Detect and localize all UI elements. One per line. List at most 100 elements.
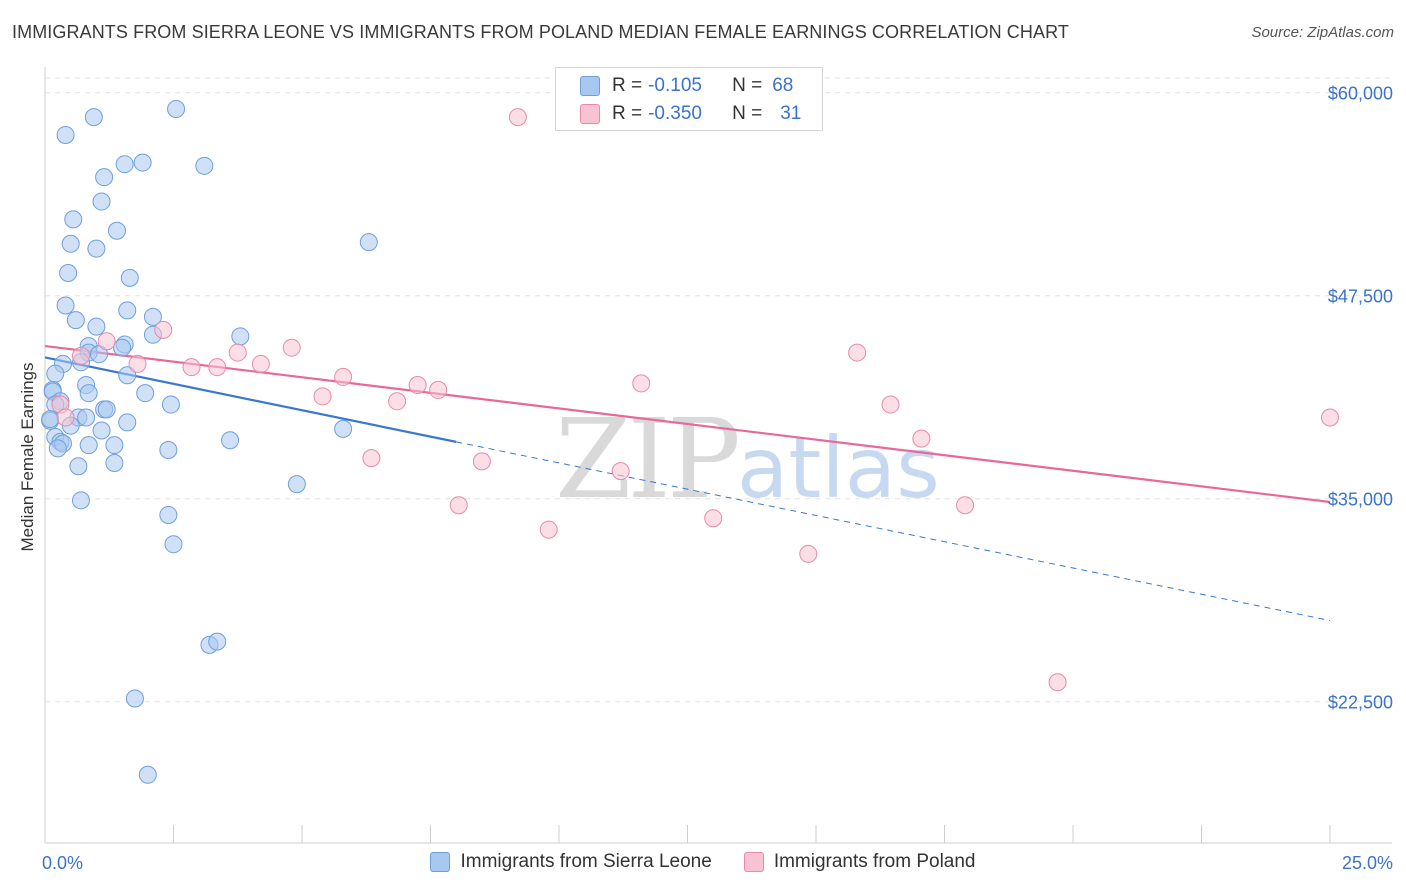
y-tick-label: $60,000: [1328, 84, 1393, 104]
r-label: R =: [612, 75, 643, 96]
legend-swatch-sierra-leone: [430, 852, 451, 872]
point-sierra-leone: [92, 192, 111, 211]
point-sierra-leone: [92, 421, 111, 440]
data-points: [41, 99, 1339, 784]
point-sierra-leone: [208, 632, 227, 651]
point-sierra-leone: [84, 108, 103, 127]
point-sierra-leone: [56, 125, 75, 144]
r-label: R =: [612, 103, 643, 124]
y-tick-label: $35,000: [1328, 490, 1393, 510]
point-sierra-leone: [48, 439, 67, 458]
point-poland: [408, 376, 427, 395]
point-poland: [154, 320, 173, 339]
point-sierra-leone: [87, 239, 106, 258]
axes: [44, 67, 1392, 844]
point-poland: [228, 343, 247, 362]
point-sierra-leone: [125, 689, 144, 708]
point-poland: [881, 395, 900, 414]
trend-line-poland: [44, 344, 1331, 504]
point-sierra-leone: [159, 505, 178, 524]
point-poland: [182, 358, 201, 377]
point-poland: [848, 343, 867, 362]
point-sierra-leone: [115, 155, 134, 174]
point-sierra-leone: [97, 400, 116, 419]
point-poland: [282, 338, 301, 357]
point-sierra-leone: [46, 364, 65, 383]
legend-item-poland[interactable]: Immigrants from Poland: [743, 851, 976, 873]
point-sierra-leone: [95, 168, 114, 187]
point-sierra-leone: [133, 153, 152, 172]
point-sierra-leone: [107, 221, 126, 240]
point-sierra-leone: [118, 301, 137, 320]
point-sierra-leone: [118, 366, 137, 385]
point-poland: [429, 380, 448, 399]
point-sierra-leone: [138, 765, 157, 784]
legend-item-sierra-leone[interactable]: Immigrants from Sierra Leone: [430, 851, 712, 873]
point-sierra-leone: [161, 395, 180, 414]
point-poland: [71, 346, 90, 365]
point-poland: [388, 392, 407, 411]
point-sierra-leone: [79, 436, 98, 455]
point-poland: [208, 358, 227, 377]
point-poland: [97, 332, 116, 351]
stats-legend-row-poland: R = -0.350 N = 31: [556, 100, 801, 128]
source-label: Source: ZipAtlas.com: [1251, 24, 1394, 41]
point-poland: [472, 452, 491, 471]
chart-title: IMMIGRANTS FROM SIERRA LEONE VS IMMIGRAN…: [12, 22, 1069, 42]
point-sierra-leone: [66, 311, 85, 330]
point-sierra-leone: [136, 384, 155, 403]
point-poland: [912, 429, 931, 448]
point-sierra-leone: [231, 327, 250, 346]
legend-swatch-poland: [743, 852, 764, 872]
legend-label-sierra-leone: Immigrants from Sierra Leone: [460, 851, 712, 872]
r-value: -0.350: [648, 103, 702, 124]
point-poland: [128, 354, 147, 373]
grid-lines: [45, 77, 1392, 703]
point-sierra-leone: [113, 338, 132, 357]
trend-line-sierra-leone: [44, 356, 457, 443]
point-sierra-leone: [56, 296, 75, 315]
legend-swatch-sierra-leone: [580, 76, 600, 96]
x-tick-label-min: 0.0%: [42, 853, 83, 873]
point-poland: [362, 449, 381, 468]
y-tick-label: $22,500: [1328, 693, 1393, 713]
n-label: N =: [732, 75, 763, 96]
point-sierra-leone: [120, 268, 139, 287]
watermark-zip: ZIP: [555, 395, 741, 523]
series-legend: Immigrants from Sierra Leone Immigrants …: [0, 851, 1406, 873]
stats-legend: R = -0.105 N = 68 R = -0.350 N = 31: [555, 67, 823, 131]
point-poland: [508, 108, 527, 127]
point-sierra-leone: [105, 436, 124, 455]
point-sierra-leone: [105, 453, 124, 472]
point-poland: [56, 408, 75, 427]
point-poland: [799, 544, 818, 563]
watermark: ZIPatlas: [555, 395, 940, 523]
point-sierra-leone: [61, 234, 80, 253]
point-poland: [251, 354, 270, 373]
y-tick-label: $47,500: [1328, 287, 1393, 307]
point-poland: [1048, 673, 1067, 692]
point-sierra-leone: [87, 317, 106, 336]
x-tick-label-max: 25.0%: [1342, 853, 1393, 873]
point-sierra-leone: [77, 408, 96, 427]
legend-label-poland: Immigrants from Poland: [773, 851, 976, 872]
watermark-atlas: atlas: [736, 419, 940, 517]
point-poland: [632, 374, 651, 393]
point-sierra-leone: [221, 431, 240, 450]
point-sierra-leone: [118, 413, 137, 432]
point-sierra-leone: [195, 156, 214, 175]
point-poland: [539, 520, 558, 539]
y-axis-label: Median Female Earnings: [18, 363, 37, 552]
point-sierra-leone: [69, 457, 88, 476]
point-sierra-leone: [41, 410, 60, 429]
point-poland: [611, 462, 630, 481]
point-sierra-leone: [287, 475, 306, 494]
n-value: 31: [780, 103, 802, 124]
legend-swatch-poland: [580, 104, 600, 124]
point-poland: [313, 387, 332, 406]
point-poland: [704, 509, 723, 528]
n-label: N =: [732, 103, 763, 124]
r-value: -0.105: [648, 75, 702, 96]
stats-legend-row-sierra-leone: R = -0.105 N = 68: [556, 72, 793, 100]
